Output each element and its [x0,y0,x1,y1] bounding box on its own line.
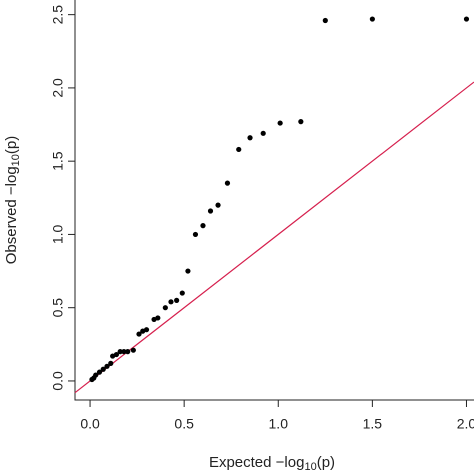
y-tick-label: 2.5 [50,5,66,25]
point [247,135,253,141]
x-label-text: Expected −log [209,454,305,471]
point [369,16,375,22]
x-label-sub: 10 [304,461,316,473]
x-tick-label: 1.0 [269,416,289,432]
point [143,327,150,333]
point [322,17,328,24]
point [463,16,470,22]
y-tick-label: 0.5 [50,298,66,318]
point [277,120,283,126]
x-tick-label: 0.5 [174,416,194,432]
point [130,347,136,353]
y-tick-label: 1.5 [50,151,66,171]
x-tick-label: 2.0 [457,416,474,432]
point [117,349,123,355]
point [224,180,231,186]
plot-frame [74,0,474,401]
point [113,351,120,358]
y-tick-label: 0.0 [50,371,66,391]
reference-line [74,81,474,394]
point [96,369,103,375]
point [179,290,185,296]
point [298,119,304,125]
point [185,268,191,274]
point [236,146,242,153]
point [100,366,106,372]
point [125,349,131,355]
point [192,231,199,238]
point [215,202,221,208]
point [108,360,114,366]
point [121,349,127,355]
point [174,297,180,303]
point [104,363,110,369]
y-tick-label: 2.0 [50,78,66,98]
x-tick-label: 0.0 [80,416,100,432]
point [168,299,174,305]
y-label-text: Observed −log [3,166,20,264]
point [260,130,266,136]
point [207,208,214,214]
y-axis-label: Observed −log10(p) [3,136,22,265]
point [162,305,168,311]
y-label-suffix: (p) [3,136,20,154]
point [93,372,99,378]
y-label-sub: 10 [10,154,22,166]
x-tick-label: 1.5 [363,416,383,432]
y-tick-label: 1.0 [50,224,66,244]
point [136,331,142,337]
point [200,223,206,229]
x-axis-label: Expected −log10(p) [209,454,335,473]
x-label-suffix: (p) [317,454,335,471]
point [155,315,161,321]
